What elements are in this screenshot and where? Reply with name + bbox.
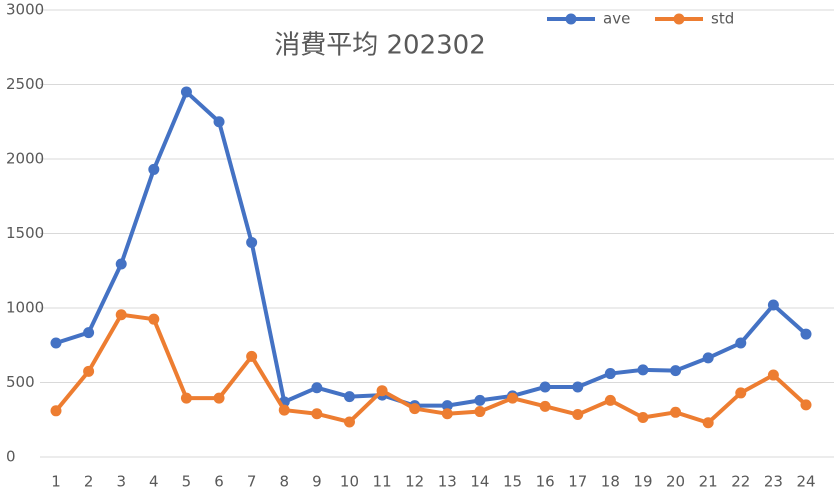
point <box>702 417 714 429</box>
point <box>474 406 486 418</box>
point <box>83 365 95 377</box>
y-tick-label: 500 <box>6 373 35 391</box>
point <box>50 337 62 349</box>
point <box>246 350 258 362</box>
point <box>604 394 616 406</box>
series-line <box>54 312 808 425</box>
point <box>180 392 192 404</box>
x-tick-label: 1 <box>51 473 61 491</box>
y-tick-label: 2500 <box>6 75 44 93</box>
x-tick-label: 9 <box>312 473 322 491</box>
point <box>702 352 714 364</box>
point <box>474 394 486 406</box>
y-tick-label: 0 <box>6 448 16 466</box>
y-tick-label: 1500 <box>6 224 44 242</box>
x-tick-label: 23 <box>764 473 783 491</box>
y-tick-label: 3000 <box>6 1 44 19</box>
series-line <box>55 89 808 408</box>
x-tick-label: 18 <box>601 473 620 491</box>
x-tick-label: 12 <box>405 473 424 491</box>
x-tick-label: 7 <box>247 473 257 491</box>
point <box>441 408 453 420</box>
point <box>213 392 225 404</box>
x-tick-label: 20 <box>666 473 685 491</box>
point <box>343 416 355 428</box>
point <box>637 364 649 376</box>
point <box>539 381 551 393</box>
x-tick-label: 6 <box>214 473 224 491</box>
point <box>83 327 95 339</box>
x-tick-label: 2 <box>84 473 94 491</box>
x-tick-label: 16 <box>536 473 555 491</box>
point <box>507 392 519 404</box>
legend-marker <box>673 13 685 25</box>
point <box>409 403 421 415</box>
x-tick-label: 22 <box>731 473 750 491</box>
point <box>767 299 779 311</box>
x-tick-label: 17 <box>568 473 587 491</box>
point <box>604 368 616 380</box>
x-tick-label: 19 <box>633 473 652 491</box>
point <box>441 400 453 412</box>
point <box>311 408 323 420</box>
y-tick-label: 2000 <box>6 150 44 168</box>
x-tick-label: 3 <box>116 473 126 491</box>
x-tick-label: 8 <box>279 473 289 491</box>
chart-title: 消費平均 202302 <box>274 31 486 61</box>
x-tick-label: 24 <box>796 473 815 491</box>
point <box>278 404 290 416</box>
point <box>148 313 160 325</box>
point <box>800 328 812 340</box>
point <box>148 163 160 175</box>
y-tick-label: 1000 <box>6 299 44 317</box>
x-tick-label: 4 <box>149 473 159 491</box>
point <box>637 412 649 424</box>
point <box>735 387 747 399</box>
x-tick-label: 14 <box>470 473 489 491</box>
point <box>50 405 62 417</box>
point <box>311 382 323 394</box>
point <box>376 385 388 397</box>
x-tick-label: 15 <box>503 473 522 491</box>
point <box>246 236 258 248</box>
x-tick-label: 10 <box>340 473 359 491</box>
point <box>213 116 225 128</box>
point <box>539 400 551 412</box>
x-tick-label: 13 <box>438 473 457 491</box>
point <box>670 406 682 418</box>
point <box>572 409 584 421</box>
point <box>180 86 192 98</box>
point <box>767 369 779 381</box>
x-tick-label: 21 <box>699 473 718 491</box>
point <box>115 258 127 270</box>
point <box>572 381 584 393</box>
point <box>115 309 127 321</box>
legend-label: std <box>711 10 734 28</box>
point <box>670 365 682 377</box>
x-tick-label: 11 <box>373 473 392 491</box>
point <box>735 337 747 349</box>
point <box>343 391 355 403</box>
legend-marker <box>565 13 577 25</box>
x-tick-label: 5 <box>182 473 192 491</box>
point <box>800 399 812 411</box>
legend-label: ave <box>603 10 630 28</box>
